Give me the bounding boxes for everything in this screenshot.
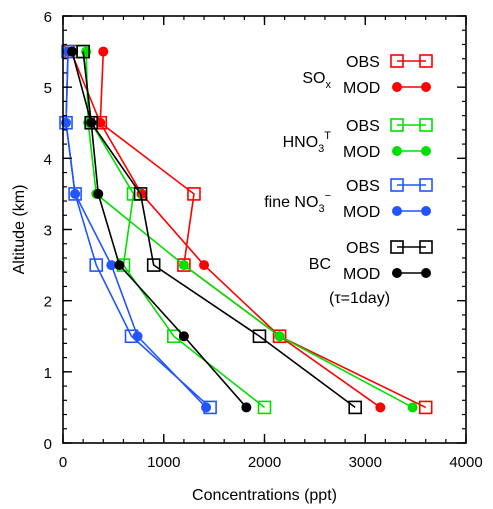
legend-obs-label: OBS (346, 178, 380, 195)
mod-point-bc (67, 46, 78, 57)
obs-point-fine-no3 (89, 258, 104, 272)
legend-mod-marker (421, 82, 431, 92)
obs-point-bc (146, 258, 161, 272)
legend-mod-marker (421, 206, 431, 216)
x-axis: 0 1000 2000 3000 4000 (59, 16, 483, 471)
y-tick-label: 6 (44, 9, 52, 26)
legend-mod-label: MOD (343, 80, 380, 97)
legend-mod-marker (392, 206, 402, 216)
mod-point-bc (86, 117, 97, 128)
legend-mod-marker (392, 82, 402, 92)
x-tick-label: 3000 (349, 454, 382, 471)
obs-point-bc (133, 187, 148, 201)
legend: OBS MOD SOx OBS MOD HNO3T OBS MOD fine NO3− OBS MO… (264, 54, 433, 307)
series-line-mod-bc (71, 51, 247, 408)
mod-point-fine-no3 (106, 260, 117, 271)
obs-point-sox (177, 258, 191, 272)
obs-point-bc (252, 329, 267, 344)
y-tick-label: 3 (44, 223, 52, 240)
obs-point-hno3 (126, 187, 141, 201)
y-tick-label: 1 (44, 365, 52, 382)
mod-point-bc (93, 188, 104, 199)
legend-obs-marker (390, 178, 404, 192)
mod-point-sox (98, 46, 109, 57)
y-tick-label: 5 (44, 80, 52, 97)
mod-point-bc (114, 260, 125, 271)
legend-mod-label: MOD (343, 204, 380, 221)
legend-obs-marker (419, 240, 433, 254)
legend-obs-marker (390, 54, 404, 68)
legend-note: (τ=1day) (329, 290, 390, 307)
plot-frame (62, 15, 467, 444)
legend-obs-marker (390, 240, 404, 254)
series-line-obs-sox (70, 51, 427, 409)
legend-obs-label: OBS (346, 54, 380, 71)
y-tick-label: 2 (44, 294, 52, 311)
mod-point-hno3 (407, 402, 418, 413)
legend-species-hno3: HNO3T (283, 130, 332, 155)
plot-series-layer (59, 44, 433, 415)
legend-obs-marker (419, 54, 433, 68)
x-axis-label: Concentrations (ppt) (192, 487, 337, 504)
y-tick-label: 4 (44, 151, 52, 168)
obs-point-sox (272, 329, 287, 344)
legend-mod-marker (392, 268, 402, 278)
series-line-mod-hno3 (85, 51, 413, 409)
mod-point-sox (199, 260, 210, 271)
legend-mod-marker (421, 146, 431, 156)
obs-point-bc (76, 44, 90, 59)
legend-obs-label: OBS (346, 118, 380, 135)
legend-obs-label: OBS (346, 240, 380, 257)
x-tick-label: 0 (59, 454, 67, 471)
y-tick-label: 0 (44, 436, 52, 453)
mod-point-bc (178, 331, 189, 342)
x-tick-label: 1000 (147, 454, 180, 471)
obs-point-hno3 (257, 400, 272, 415)
legend-mod-marker (421, 268, 431, 278)
series-line-obs-bc (82, 51, 356, 409)
series-line-mod-fine-no3 (65, 51, 207, 408)
mod-point-bc (241, 402, 252, 413)
x-tick-label: 4000 (449, 454, 482, 471)
series-line-mod-sox (99, 51, 381, 409)
mod-point-hno3 (178, 260, 189, 271)
y-axis-label: Altitude (km) (11, 185, 28, 275)
legend-mod-marker (392, 146, 402, 156)
mod-point-hno3 (274, 331, 285, 342)
legend-mod-label: MOD (343, 144, 380, 161)
obs-point-bc (348, 400, 362, 415)
legend-mod-label: MOD (343, 266, 380, 283)
legend-obs-marker (419, 118, 433, 132)
legend-obs-marker (390, 118, 404, 132)
legend-species-bc: BC (309, 256, 331, 273)
y-axis: 0 1 2 3 4 5 6 (44, 9, 466, 453)
obs-point-sox (187, 187, 201, 201)
mod-point-sox (375, 402, 386, 413)
mod-point-fine-no3 (132, 331, 143, 342)
legend-species-sox: SOx (302, 70, 331, 91)
mod-point-fine-no3 (70, 188, 81, 199)
x-tick-label: 2000 (248, 454, 281, 471)
obs-point-sox (418, 400, 433, 415)
legend-species-fine-no3: fine NO3− (264, 190, 331, 215)
legend-obs-marker (419, 178, 433, 192)
mod-point-fine-no3 (201, 402, 212, 413)
